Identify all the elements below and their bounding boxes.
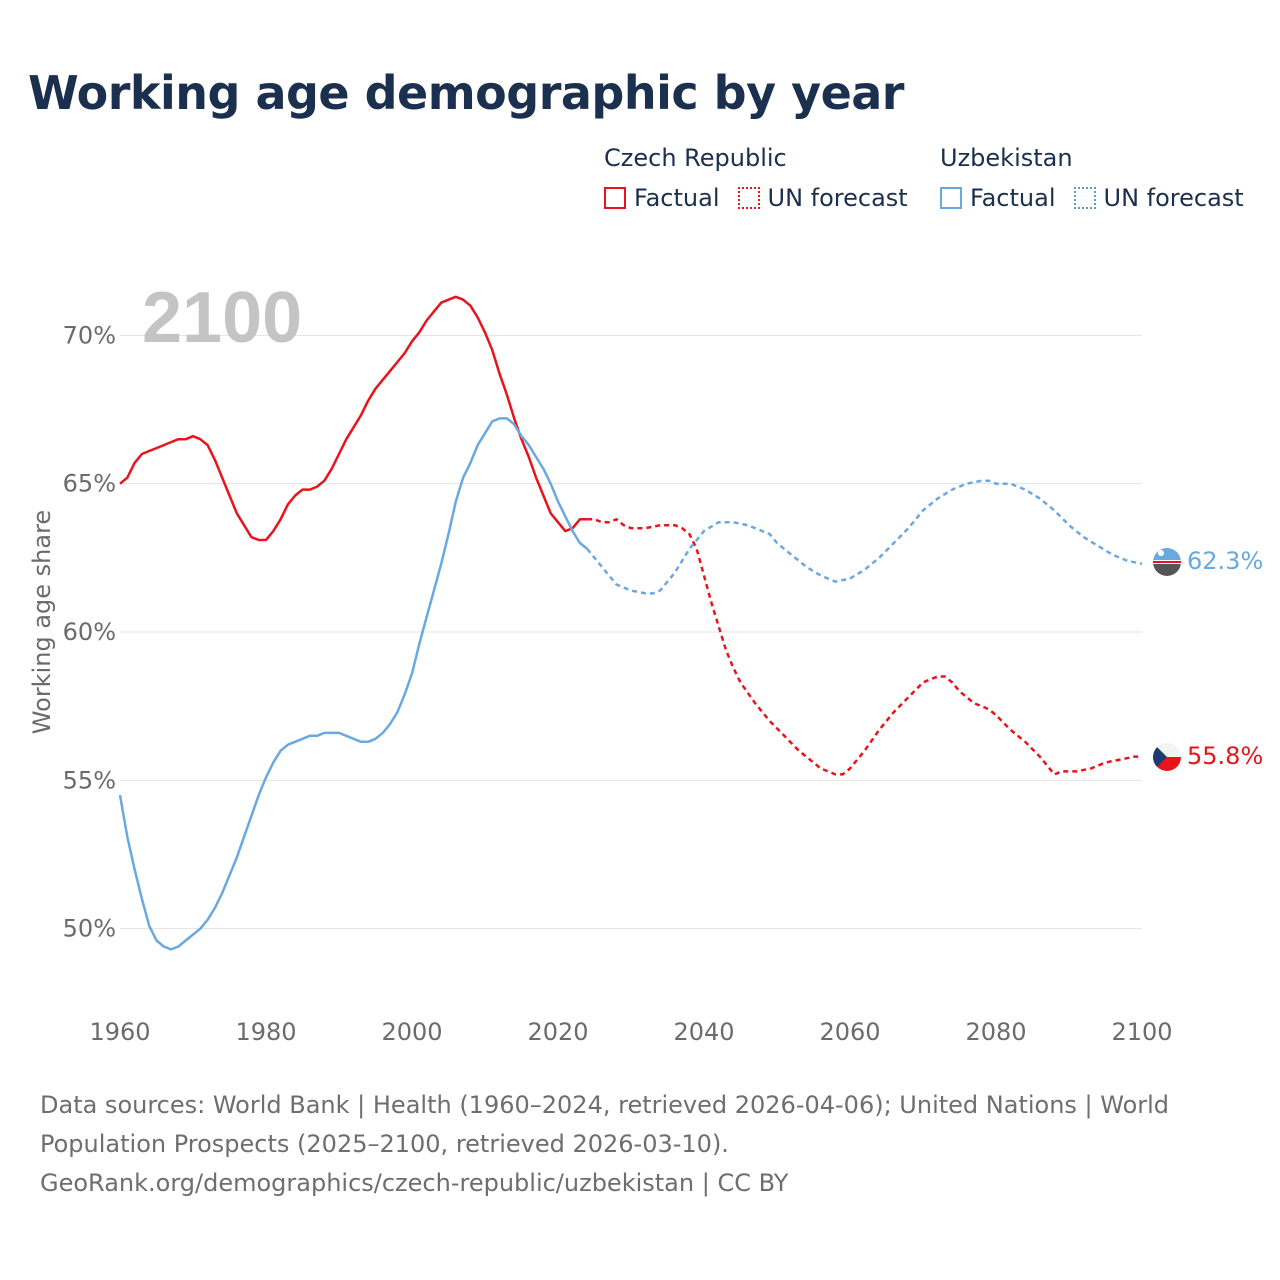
x-tick-label: 2040 [673,1018,734,1046]
czech-republic-end-label: 55.8% [1187,742,1263,770]
line-chart: 2100 Working age share 50% 55% 60% 65% 70% 1… [0,0,1280,1080]
grid-lines [120,335,1142,928]
x-tick-label: 2060 [819,1018,880,1046]
x-tick-labels: 1960 1980 2000 2020 2040 2060 2080 2100 [89,1018,1172,1046]
uzbekistan-flag-icon [1153,548,1181,576]
y-tick-label: 70% [63,321,116,349]
x-tick-label: 1980 [235,1018,296,1046]
series-lines [120,297,1142,950]
data-sources: Data sources: World Bank | Health (1960–… [40,1086,1220,1164]
year-watermark: 2100 [142,278,302,358]
y-tick-label: 55% [63,766,116,794]
y-tick-labels: 50% 55% 60% 65% 70% [63,321,116,942]
x-tick-label: 1960 [89,1018,150,1046]
uzbekistan-end-label: 62.3% [1187,547,1263,575]
y-tick-label: 50% [63,915,116,943]
uzbekistan-factual-line [120,418,587,949]
x-tick-label: 2080 [965,1018,1026,1046]
y-tick-label: 65% [63,470,116,498]
x-tick-label: 2100 [1111,1018,1172,1046]
uzbekistan-forecast-line [587,481,1142,594]
y-axis-title: Working age share [28,510,56,734]
y-tick-label: 60% [63,618,116,646]
czech-republic-flag-icon [1153,743,1181,771]
credit-link[interactable]: GeoRank.org/demographics/czech-republic/… [40,1164,1220,1203]
czech-republic-forecast-line [587,519,1142,774]
x-tick-label: 2000 [381,1018,442,1046]
x-tick-label: 2020 [527,1018,588,1046]
footer: Data sources: World Bank | Health (1960–… [40,1086,1220,1203]
